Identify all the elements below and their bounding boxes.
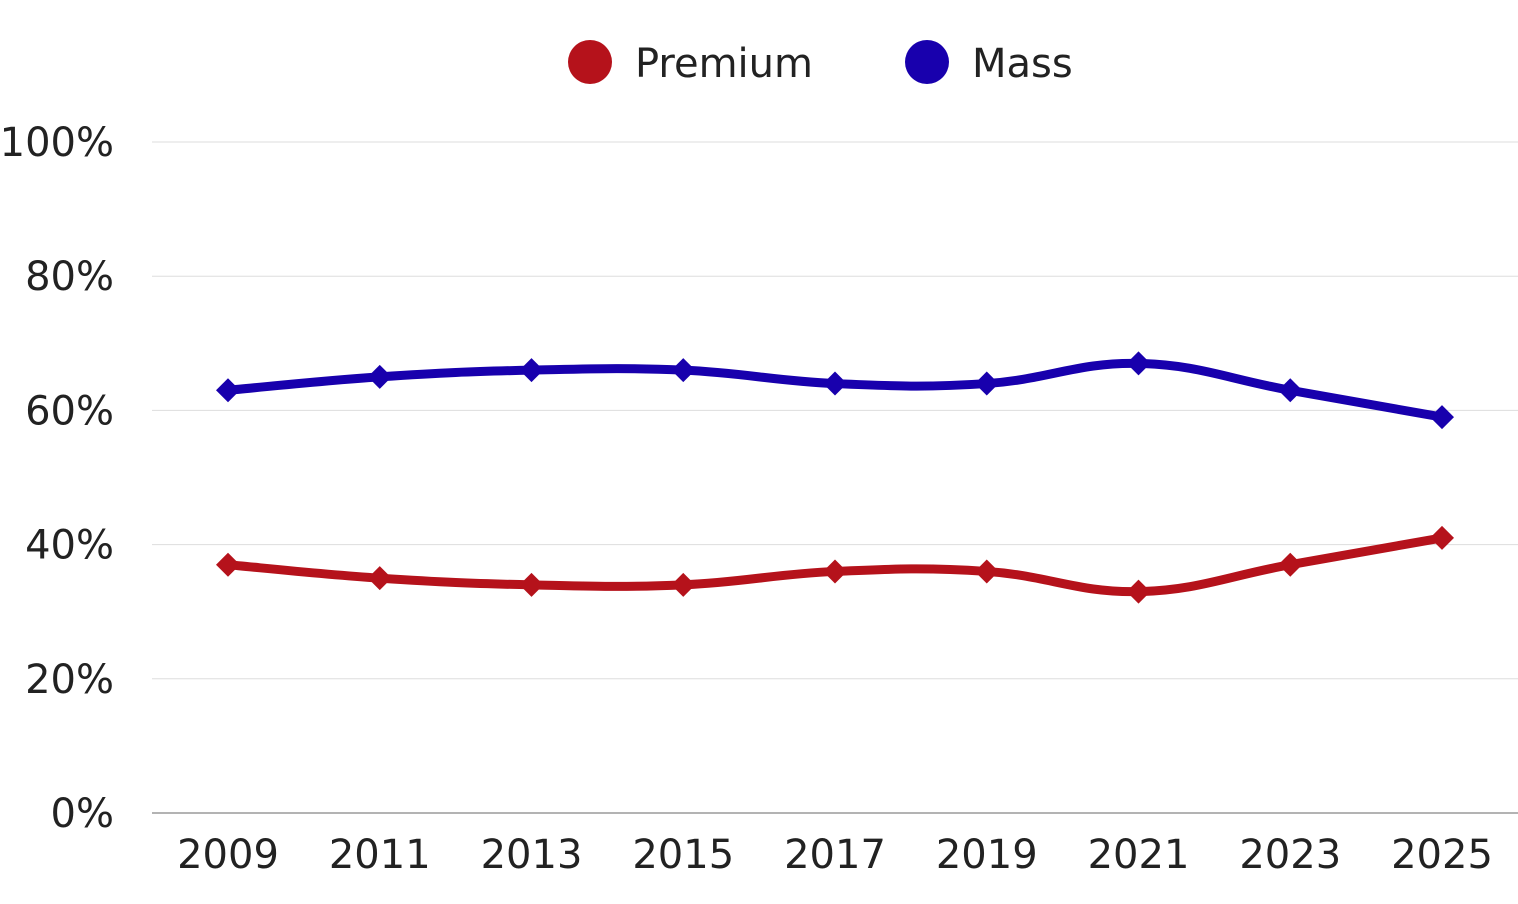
data-point-premium <box>216 552 240 577</box>
data-point-mass <box>1278 378 1303 403</box>
y-tick-label: 100% <box>0 120 114 166</box>
data-point-premium <box>671 572 696 597</box>
x-tick-label: 2023 <box>1239 832 1341 878</box>
data-point-mass <box>974 371 999 396</box>
data-point-premium <box>1430 525 1454 550</box>
data-point-premium <box>1126 579 1151 604</box>
x-axis: 2009 2011 2013 2015 2017 2019 2021 2023 2025 <box>177 832 1493 878</box>
x-tick-label: 2011 <box>329 832 431 878</box>
y-tick-label: 20% <box>25 657 114 703</box>
legend-marker-premium <box>568 40 612 84</box>
series-premium <box>216 525 1454 604</box>
data-point-premium <box>974 559 999 584</box>
data-point-mass <box>671 358 696 383</box>
gridlines <box>152 141 1518 814</box>
x-tick-label: 2009 <box>177 832 279 878</box>
data-point-mass <box>823 371 847 396</box>
data-point-mass <box>216 378 240 403</box>
y-tick-label: 80% <box>25 254 114 300</box>
y-tick-label: 0% <box>51 791 114 837</box>
x-tick-label: 2021 <box>1088 832 1190 878</box>
legend-label-premium: Premium <box>635 41 813 87</box>
legend-marker-mass <box>905 40 949 84</box>
data-point-mass <box>1126 351 1151 376</box>
legend-label-mass: Mass <box>972 41 1073 87</box>
series-mass <box>216 351 1454 430</box>
x-tick-label: 2017 <box>784 832 886 878</box>
y-tick-label: 60% <box>25 388 114 434</box>
data-point-premium <box>823 559 847 584</box>
x-tick-label: 2025 <box>1391 832 1493 878</box>
data-point-mass <box>519 358 544 383</box>
legend: Premium Mass <box>568 40 1073 87</box>
data-point-premium <box>519 572 544 597</box>
x-tick-label: 2019 <box>936 832 1038 878</box>
y-axis: 0% 20% 40% 60% 80% 100% <box>0 120 114 837</box>
y-tick-label: 40% <box>25 523 114 569</box>
data-point-mass <box>367 364 392 389</box>
x-tick-label: 2013 <box>481 832 583 878</box>
series-layer <box>216 351 1454 604</box>
x-tick-label: 2015 <box>632 832 734 878</box>
data-point-premium <box>367 566 392 591</box>
data-point-premium <box>1278 552 1303 577</box>
data-point-mass <box>1430 405 1454 430</box>
